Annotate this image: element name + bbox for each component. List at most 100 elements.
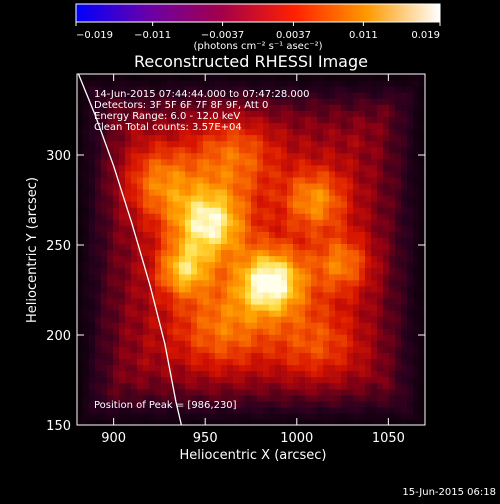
heatmap-cell (383, 346, 390, 353)
heatmap-cell (293, 364, 300, 372)
heatmap-cell (179, 158, 186, 166)
heatmap-cell (245, 98, 252, 105)
heatmap-cell (77, 352, 84, 360)
heatmap-cell (245, 388, 252, 396)
heatmap-cell (281, 231, 288, 238)
heatmap-cell (281, 346, 288, 353)
heatmap-cell (197, 201, 204, 208)
heatmap-cell (113, 182, 120, 190)
heatmap-cell (329, 104, 336, 111)
heatmap-cell (95, 116, 102, 124)
heatmap-cell (263, 255, 270, 263)
heatmap-cell (203, 364, 210, 372)
heatmap-cell (413, 291, 420, 299)
heatmap-cell (383, 128, 390, 136)
heatmap-cell (395, 116, 402, 124)
heatmap-cell (287, 400, 294, 408)
heatmap-cell (215, 237, 222, 245)
heatmap-cell (329, 261, 336, 269)
colorbar (75, 3, 441, 23)
heatmap-cell (239, 116, 246, 124)
heatmap-cell (407, 273, 414, 281)
heatmap-cell (401, 340, 408, 347)
heatmap-cell (275, 376, 282, 384)
heatmap-cell (341, 249, 348, 257)
heatmap-cell (347, 213, 354, 220)
heatmap-cell (155, 303, 162, 311)
heatmap-cell (389, 328, 396, 335)
heatmap-cell (149, 418, 156, 425)
heatmap-cell (317, 310, 324, 317)
heatmap-cell (341, 400, 348, 408)
heatmap-cell (359, 303, 366, 311)
heatmap-cell (293, 237, 300, 245)
heatmap-cell (281, 140, 288, 148)
heatmap-cell (305, 364, 312, 372)
heatmap-cell (167, 255, 174, 263)
heatmap-cell (83, 231, 90, 238)
heatmap-cell (239, 303, 246, 311)
heatmap-cell (191, 370, 198, 378)
heatmap-cell (335, 164, 342, 172)
heatmap-cell (359, 261, 366, 269)
heatmap-cell (197, 225, 204, 232)
heatmap-cell (377, 195, 384, 202)
heatmap-cell (299, 182, 306, 190)
heatmap-cell (329, 176, 336, 184)
heatmap-cell (371, 110, 378, 117)
heatmap-cell (83, 412, 90, 420)
heatmap-cell (269, 328, 276, 335)
heatmap-cell (131, 261, 138, 269)
heatmap-cell (101, 74, 108, 81)
heatmap-cell (401, 412, 408, 420)
heatmap-cell (77, 303, 84, 311)
heatmap-cell (173, 74, 180, 81)
heatmap-cell (347, 255, 354, 263)
heatmap-cell (413, 152, 420, 160)
heatmap-cell (419, 116, 425, 124)
heatmap-cell (341, 188, 348, 196)
heatmap-cell (173, 310, 180, 317)
heatmap-cell (305, 273, 312, 281)
heatmap-cell (305, 394, 312, 402)
heatmap-cell (365, 388, 372, 396)
heatmap-cell (221, 249, 228, 257)
heatmap-cell (233, 406, 240, 414)
heatmap-cell (299, 261, 306, 269)
heatmap-cell (209, 164, 216, 172)
heatmap-cell (275, 98, 282, 105)
heatmap-cell (359, 334, 366, 341)
heatmap-cell (257, 80, 264, 87)
heatmap-cell (323, 273, 330, 281)
heatmap-cell (293, 188, 300, 196)
heatmap-cell (341, 322, 348, 329)
heatmap-cell (167, 394, 174, 402)
heatmap-cell (335, 122, 342, 130)
heatmap-cell (191, 279, 198, 287)
heatmap-cell (179, 297, 186, 305)
heatmap-cell (257, 334, 264, 341)
heatmap-cell (335, 116, 342, 124)
heatmap-cell (161, 316, 168, 323)
heatmap-cell (287, 394, 294, 402)
heatmap-cell (389, 207, 396, 214)
heatmap-cell (179, 170, 186, 178)
heatmap-cell (281, 364, 288, 372)
heatmap-cell (347, 273, 354, 281)
heatmap-cell (383, 110, 390, 117)
heatmap-cell (119, 80, 126, 87)
heatmap-cell (269, 285, 276, 293)
heatmap-cell (131, 158, 138, 166)
heatmap-cell (323, 74, 330, 81)
heatmap-cell (131, 213, 138, 220)
heatmap-cell (263, 376, 270, 384)
heatmap-cell (167, 92, 174, 99)
heatmap-cell (419, 140, 425, 148)
heatmap-cell (101, 219, 108, 226)
heatmap-cell (107, 382, 114, 390)
heatmap-cell (341, 201, 348, 208)
heatmap-cell (251, 267, 258, 275)
heatmap-cell (311, 158, 318, 166)
heatmap-cell (305, 382, 312, 390)
heatmap-cell (419, 146, 425, 154)
